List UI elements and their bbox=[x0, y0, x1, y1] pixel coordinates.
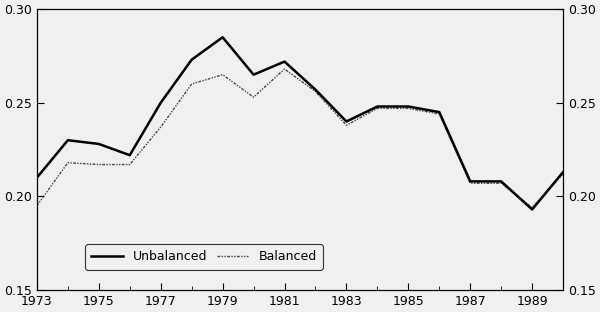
Unbalanced bbox=[64, 138, 71, 142]
Balanced bbox=[34, 204, 41, 207]
Balanced bbox=[188, 82, 195, 86]
Balanced bbox=[374, 106, 381, 110]
Unbalanced bbox=[467, 179, 474, 183]
Balanced bbox=[559, 172, 566, 176]
Balanced bbox=[529, 206, 536, 209]
Unbalanced bbox=[157, 101, 164, 105]
Balanced bbox=[436, 112, 443, 116]
Unbalanced bbox=[219, 35, 226, 39]
Balanced bbox=[467, 181, 474, 185]
Unbalanced bbox=[343, 119, 350, 123]
Unbalanced bbox=[436, 110, 443, 114]
Line: Balanced: Balanced bbox=[37, 69, 563, 207]
Unbalanced bbox=[497, 179, 505, 183]
Line: Unbalanced: Unbalanced bbox=[37, 37, 563, 209]
Unbalanced bbox=[188, 58, 195, 61]
Balanced bbox=[219, 73, 226, 76]
Balanced bbox=[312, 90, 319, 93]
Unbalanced bbox=[559, 170, 566, 174]
Unbalanced bbox=[95, 142, 103, 146]
Balanced bbox=[281, 67, 288, 71]
Balanced bbox=[157, 125, 164, 129]
Unbalanced bbox=[126, 153, 133, 157]
Unbalanced bbox=[34, 176, 41, 179]
Balanced bbox=[64, 161, 71, 164]
Balanced bbox=[250, 95, 257, 99]
Balanced bbox=[343, 123, 350, 127]
Balanced bbox=[405, 106, 412, 110]
Unbalanced bbox=[405, 105, 412, 108]
Unbalanced bbox=[281, 60, 288, 63]
Unbalanced bbox=[374, 105, 381, 108]
Legend: Unbalanced, Balanced: Unbalanced, Balanced bbox=[85, 244, 323, 270]
Balanced bbox=[126, 163, 133, 166]
Unbalanced bbox=[529, 207, 536, 211]
Balanced bbox=[497, 181, 505, 185]
Unbalanced bbox=[250, 73, 257, 76]
Balanced bbox=[95, 163, 103, 166]
Unbalanced bbox=[312, 88, 319, 91]
